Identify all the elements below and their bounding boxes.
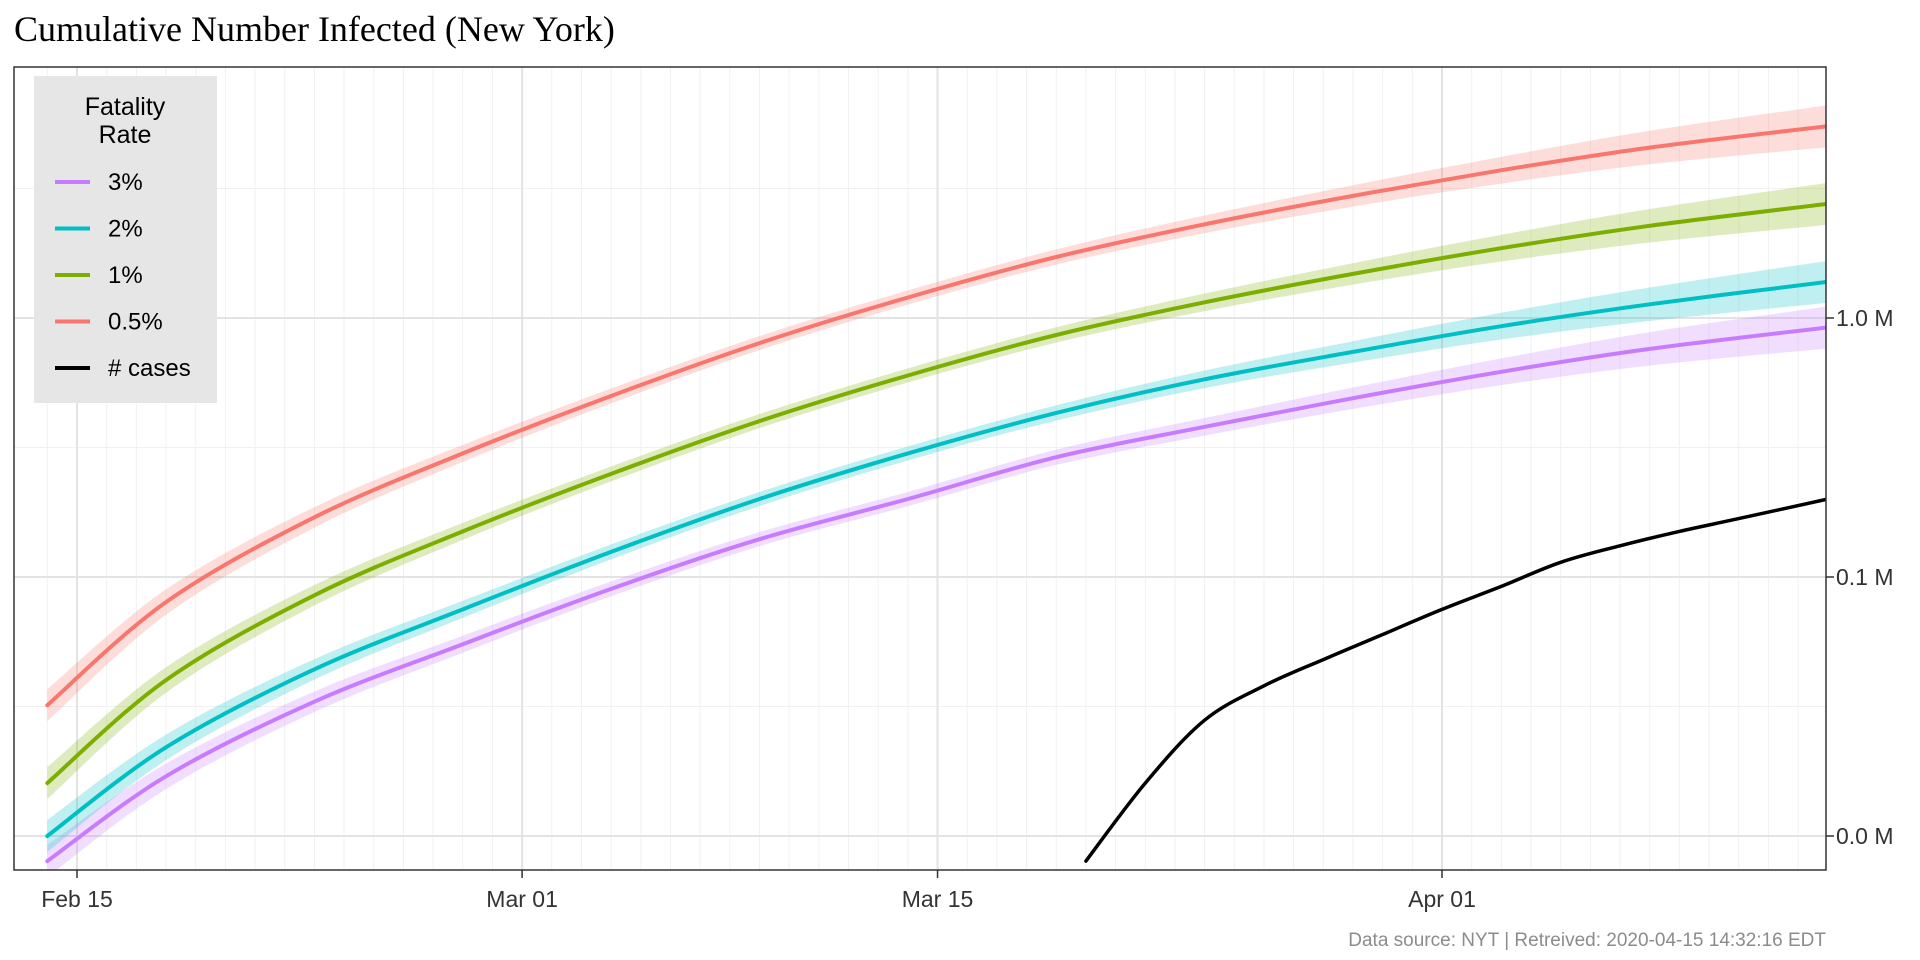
x-tick-label: Mar 15 (902, 886, 974, 912)
legend-title-line: Fatality (85, 93, 166, 121)
series-line (1084, 497, 1826, 863)
minor-gridlines (14, 67, 1826, 870)
x-axis: Feb 15 Mar 01 Mar 15 Apr 01 (41, 870, 1476, 912)
confidence-bands (47, 105, 1826, 870)
chart-title: Cumulative Number Infected (New York) (14, 9, 615, 49)
chart-caption: Data source: NYT | Retreived: 2020-04-15… (1348, 930, 1826, 951)
legend-background (34, 76, 217, 403)
series-line (45, 325, 1826, 864)
series-line (45, 280, 1826, 838)
series-line (45, 202, 1826, 786)
series-line (45, 124, 1826, 708)
y-tick-label: 1.0 M (1836, 305, 1894, 331)
legend: Fatality Rate 3% 2% 1% 0.5% # cases (34, 76, 217, 403)
confidence-band (47, 306, 1826, 870)
y-tick-label: 0.0 M (1836, 823, 1894, 849)
legend-label: 1% (108, 262, 143, 289)
y-tick-label: 0.1 M (1836, 564, 1894, 590)
x-tick-label: Apr 01 (1408, 886, 1476, 912)
plot-border (13, 66, 1827, 871)
legend-label: 2% (108, 216, 143, 243)
confidence-band (47, 261, 1826, 852)
legend-label: 0.5% (108, 309, 163, 336)
series-lines (45, 124, 1826, 864)
legend-title-line: Rate (99, 121, 152, 149)
y-axis: 0.0 M 0.1 M 1.0 M (1826, 305, 1894, 849)
legend-label: 3% (108, 169, 143, 196)
major-gridlines (14, 67, 1826, 870)
x-tick-label: Mar 01 (486, 886, 558, 912)
x-tick-label: Feb 15 (41, 886, 113, 912)
legend-label: # cases (108, 355, 191, 382)
